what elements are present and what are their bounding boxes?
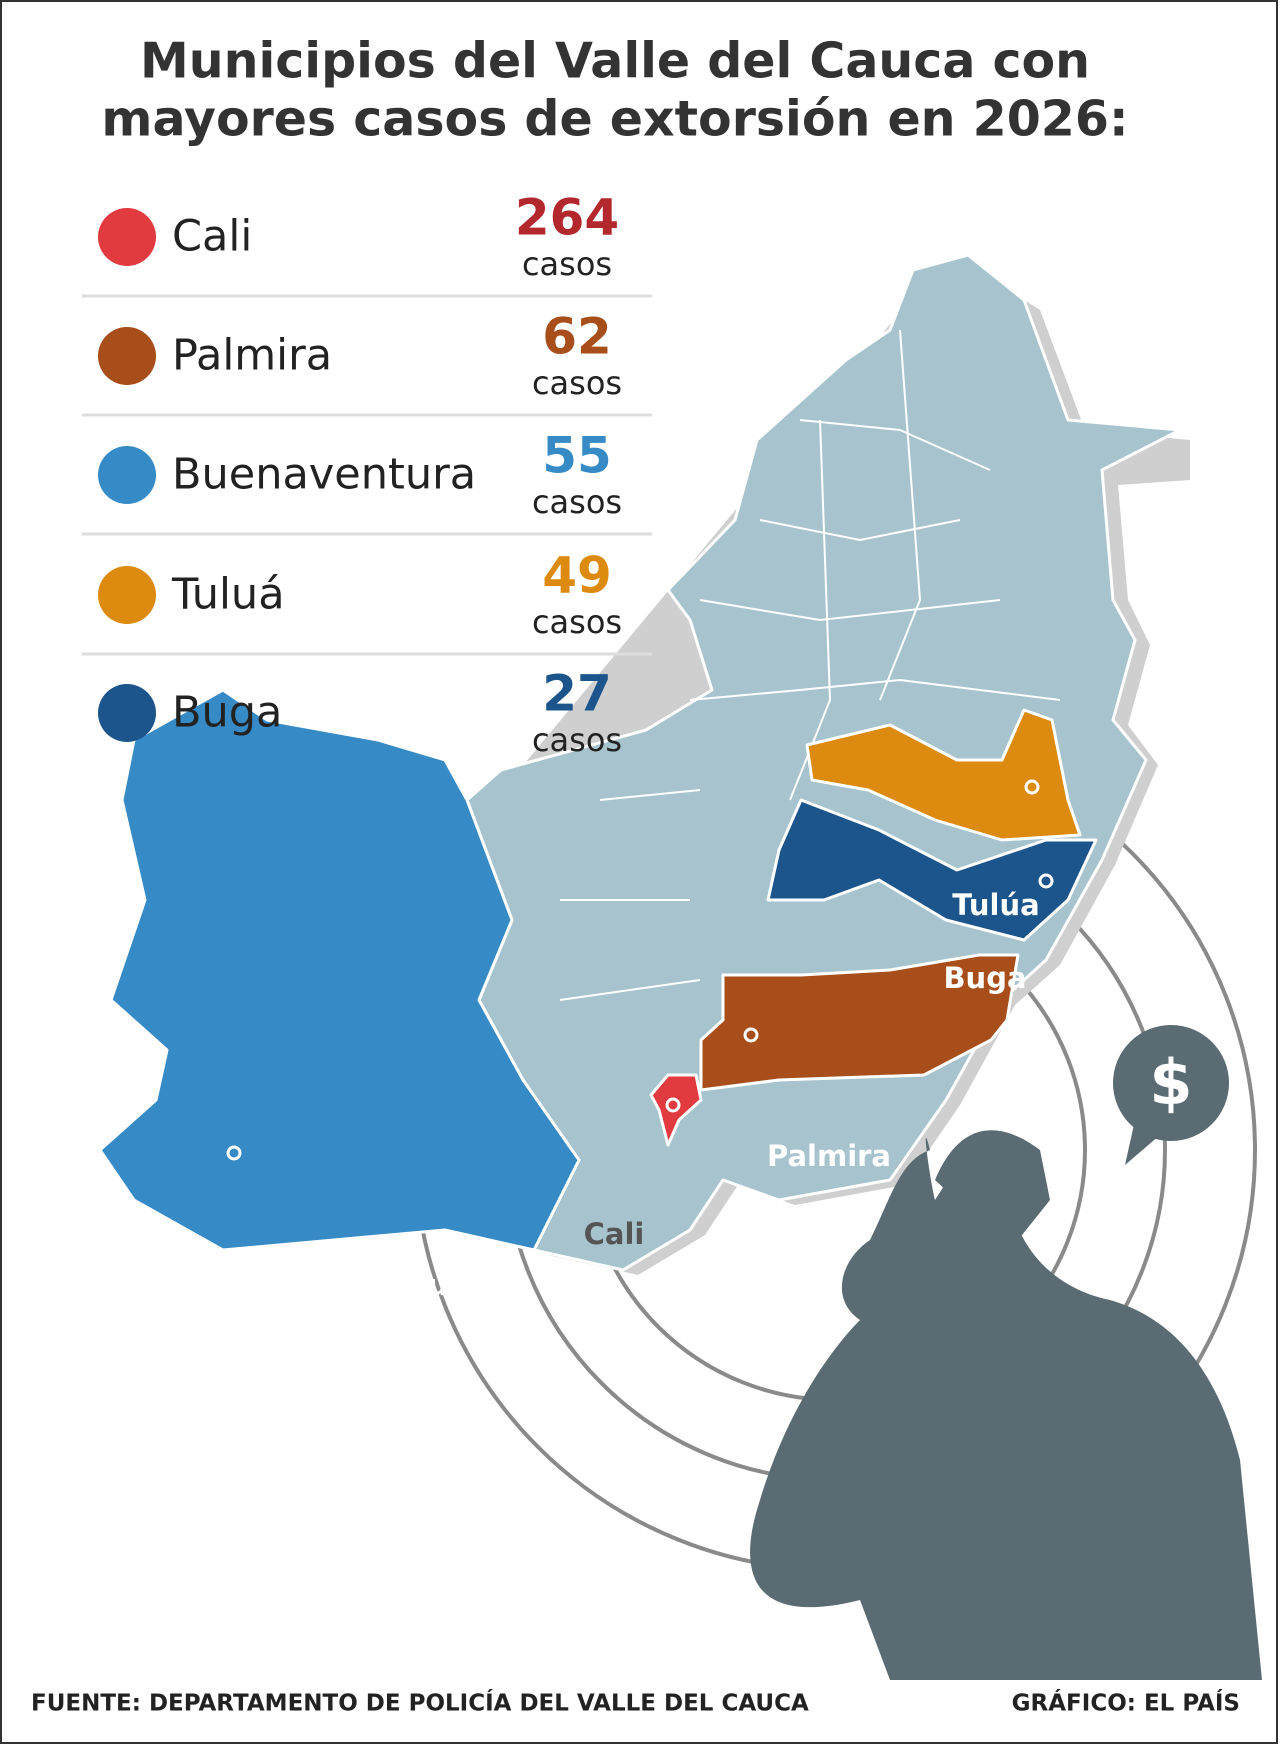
map-label: Palmira: [767, 1139, 891, 1173]
palmira-region: [699, 953, 1020, 1092]
buga-region: [766, 798, 1098, 942]
map-label: Tulúa: [952, 888, 1039, 922]
case-count: 49: [542, 547, 612, 605]
bubble-symbol: $: [1149, 1046, 1192, 1119]
case-count: 62: [542, 308, 612, 366]
tulua-region: [805, 708, 1082, 842]
source: FUENTE: DEPARTAMENTO DE POLICÍA DEL VALL…: [31, 1689, 809, 1717]
map: [98, 253, 1190, 1275]
case-count: 27: [542, 665, 612, 723]
legend-dot: [98, 684, 156, 742]
case-unit: casos: [532, 721, 622, 759]
case-unit: casos: [532, 603, 622, 641]
legend-name: Buga: [172, 688, 282, 738]
legend-name: Cali: [172, 212, 252, 262]
municipal-borders: [559, 329, 1061, 1001]
map-label: Buga: [943, 961, 1026, 995]
title-line: mayores casos de extorsión en 2026:: [101, 91, 1128, 148]
speech-bubble-tail: [1125, 1120, 1160, 1165]
caller-silhouette: [750, 1130, 1262, 1680]
legend-dot: [98, 208, 156, 266]
buenaventura-region: [98, 688, 581, 1252]
case-unit: casos: [522, 245, 612, 283]
speech-bubble: [1113, 1025, 1229, 1141]
legend-dot: [98, 446, 156, 504]
credit: GRÁFICO: EL PAÍS: [1012, 1689, 1240, 1717]
case-unit: casos: [532, 364, 622, 402]
case-count: 55: [542, 427, 612, 485]
title-line: Municipios del Valle del Cauca con: [140, 33, 1090, 90]
map-label: Cali: [584, 1217, 645, 1251]
legend-dot: [98, 566, 156, 624]
legend-dot: [98, 327, 156, 385]
case-unit: casos: [532, 483, 622, 521]
case-count: 264: [515, 189, 619, 247]
map-label: Buenaventura: [252, 1268, 482, 1302]
city-markers: [226, 779, 1054, 1161]
legend-name: Buenaventura: [172, 450, 476, 500]
legend-name: Tuluá: [171, 570, 285, 620]
legend-name: Palmira: [172, 331, 332, 381]
